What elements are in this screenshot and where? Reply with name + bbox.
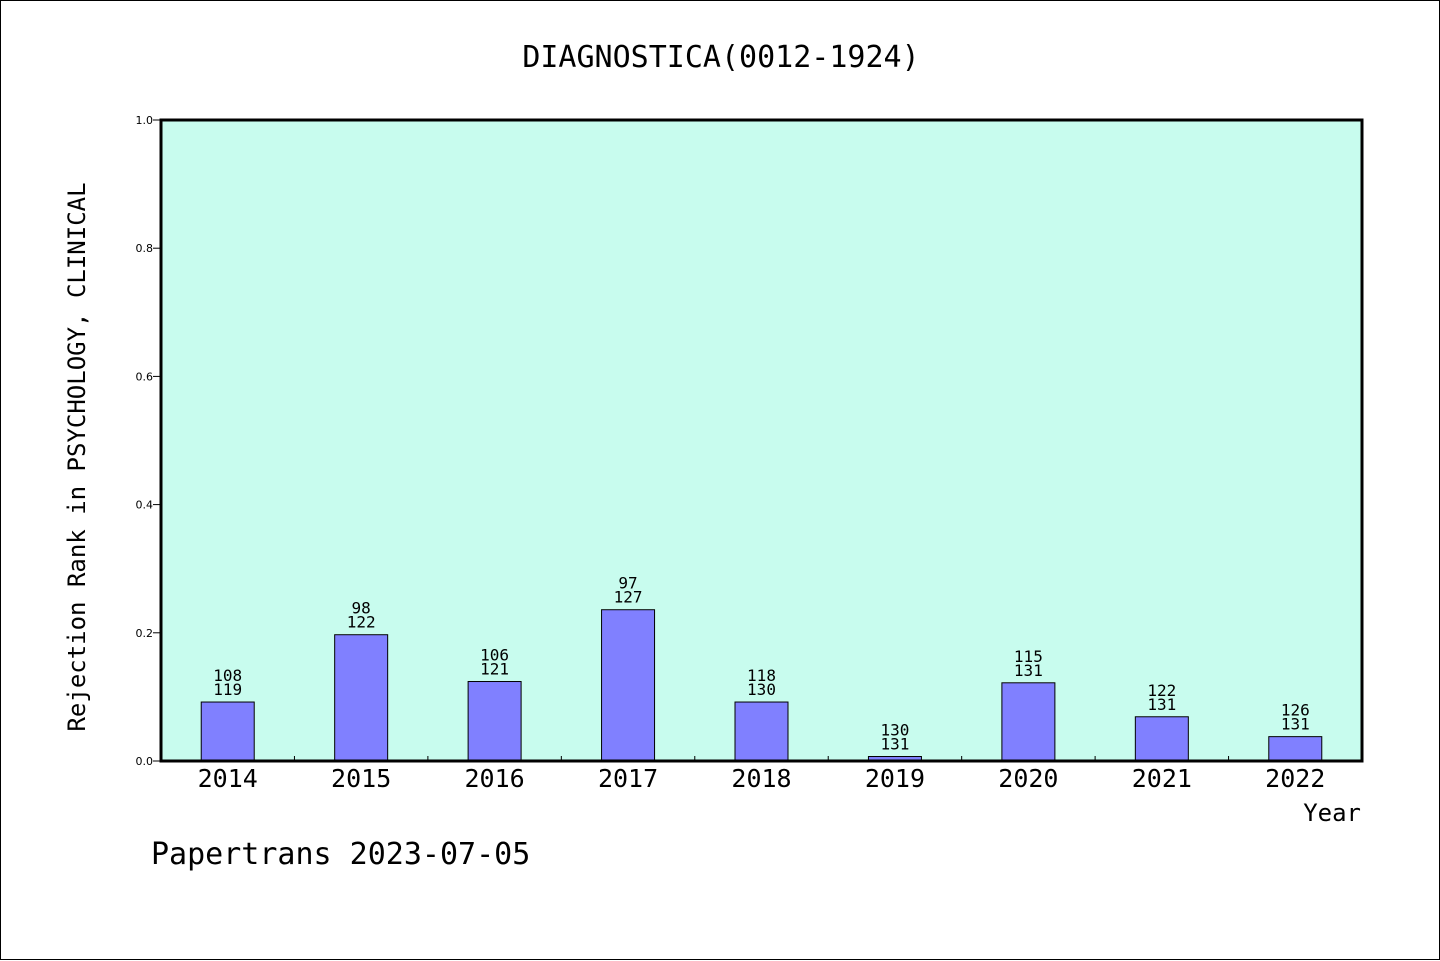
y-axis-label: Rejection Rank in PSYCHOLOGY, CLINICAL <box>63 182 91 731</box>
bar <box>334 634 389 762</box>
x-tick-label: 2015 <box>331 764 391 793</box>
bar <box>200 701 255 762</box>
bar-label-top: 118 <box>747 666 776 685</box>
y-tick-label: 0.0 <box>136 755 154 768</box>
x-tick-label: 2014 <box>198 764 258 793</box>
bar <box>1134 716 1189 762</box>
bar <box>1268 736 1323 762</box>
bar-label-top: 122 <box>1147 681 1176 700</box>
bar-label-bottom: 131 <box>1014 661 1043 680</box>
y-tick-label: 1.0 <box>136 114 154 127</box>
y-tick-label: 0.8 <box>136 242 154 255</box>
bars-layer: 1081199812210612197127118130130131115131… <box>200 574 1323 762</box>
x-tick-label: 2018 <box>731 764 791 793</box>
bar-label-top: 97 <box>618 574 637 593</box>
bar <box>734 701 789 762</box>
bar-label-bottom: 119 <box>213 680 242 699</box>
bar-label-bottom: 122 <box>347 613 376 632</box>
bar-label-bottom: 127 <box>614 588 643 607</box>
chart-title: DIAGNOSTICA(0012-1924) <box>522 40 919 75</box>
x-axis: 2014 2015 2016 2017 2018 2019 2020 2021 2022 <box>198 756 1325 793</box>
bar-label-top: 108 <box>213 666 242 685</box>
y-tick-label: 0.2 <box>136 627 154 640</box>
y-tick-label: 0.6 <box>136 370 154 383</box>
x-tick-label: 2022 <box>1265 764 1325 793</box>
x-tick-label: 2020 <box>998 764 1058 793</box>
bar-label-bottom: 121 <box>480 660 509 679</box>
bar-label-top: 115 <box>1014 647 1043 666</box>
bar-label-bottom: 131 <box>880 735 909 754</box>
bar-label-bottom: 130 <box>747 680 776 699</box>
bar-label-bottom: 131 <box>1281 715 1310 734</box>
bar-label-top: 126 <box>1281 701 1310 720</box>
footer-credit: Papertrans 2023-07-05 <box>151 837 530 872</box>
x-tick-label: 2017 <box>598 764 658 793</box>
bar-label-top: 106 <box>480 646 509 665</box>
x-tick-label: 2019 <box>865 764 925 793</box>
plot-frame <box>159 118 1364 763</box>
bar <box>601 609 656 762</box>
x-axis-label: Year <box>1303 799 1361 827</box>
x-tick-label: 2021 <box>1132 764 1192 793</box>
bar-label-bottom: 131 <box>1147 695 1176 714</box>
y-tick-label: 0.4 <box>136 499 154 512</box>
bar <box>467 681 522 762</box>
bar-label-top: 130 <box>880 721 909 740</box>
bar-label-top: 98 <box>352 599 371 618</box>
x-tick-label: 2016 <box>465 764 525 793</box>
y-axis: 0.0 0.2 0.4 0.6 0.8 1.0 <box>136 114 161 768</box>
bar <box>1001 682 1056 762</box>
